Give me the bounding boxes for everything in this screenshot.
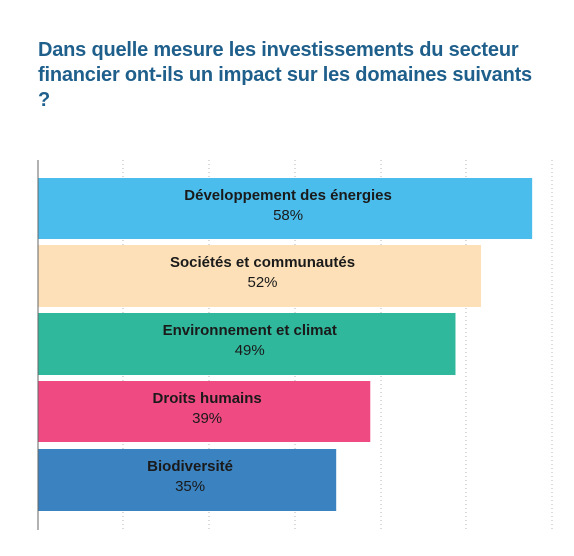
bar-3 [38, 381, 371, 442]
bar-group-1: Sociétés et communautés 52% [38, 245, 482, 307]
bar-label-4: Biodiversité [147, 458, 233, 475]
bar-label-1: Sociétés et communautés [170, 254, 355, 271]
bar-label-0: Développement des énergies [184, 187, 392, 204]
bar-0 [38, 178, 533, 239]
bar-value-0: 58% [273, 207, 303, 224]
bar-4 [38, 449, 337, 511]
bar-1 [38, 245, 482, 307]
bar-value-4: 35% [175, 478, 205, 495]
bar-value-2: 49% [235, 342, 265, 359]
bar-group-4: Biodiversité 35% [38, 449, 337, 511]
bar-group-3: Droits humains 39% [38, 381, 371, 442]
bar-label-2: Environnement et climat [163, 322, 337, 339]
bar-value-3: 39% [192, 410, 222, 427]
bar-label-3: Droits humains [153, 390, 262, 407]
bar-value-1: 52% [248, 274, 278, 291]
bars: Développement des énergies 58% Sociétés et… [38, 178, 533, 511]
chart-title: Dans quelle mesure les investissements d… [38, 39, 532, 111]
bar-group-0: Développement des énergies 58% [38, 178, 533, 239]
bar-group-2: Environnement et climat 49% [38, 313, 456, 375]
bar-2 [38, 313, 456, 375]
